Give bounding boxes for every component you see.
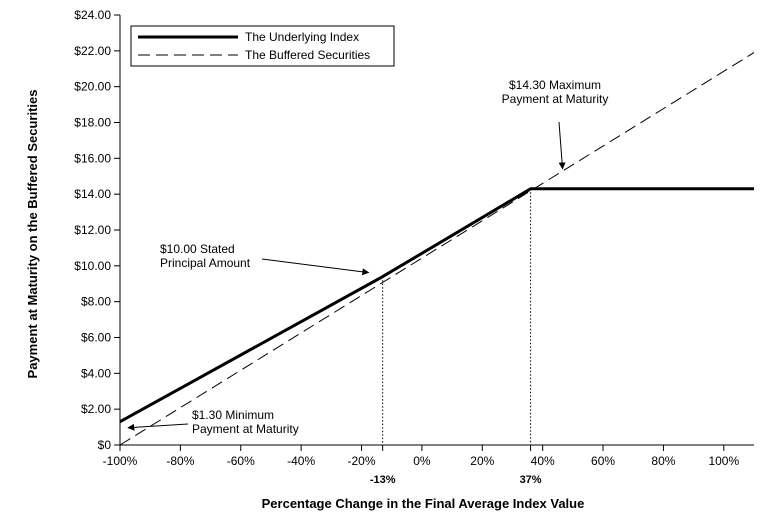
legend-box <box>130 25 395 67</box>
annotation-text: $10.00 Stated <box>160 242 235 256</box>
y-axis-title: Payment at Maturity on the Buffered Secu… <box>25 90 40 379</box>
y-tick-label: $10.00 <box>74 259 111 273</box>
x-tick-label: -100% <box>103 454 138 468</box>
annotation-arrow <box>261 258 370 276</box>
x-tick-label: -20% <box>348 454 376 468</box>
marker-tick-label: -13% <box>370 474 396 486</box>
annotation-arrow <box>127 423 189 431</box>
series-underlying-index <box>119 187 754 424</box>
x-tick-label: 80% <box>651 454 675 468</box>
y-tick-label: $12.00 <box>74 223 111 237</box>
y-tick-label: $6.00 <box>81 331 111 345</box>
marker-tick-label: 37% <box>520 474 542 486</box>
annotation-text: Principal Amount <box>160 256 251 270</box>
x-tick-label: 60% <box>591 454 615 468</box>
axes: $0 $2.00 $4.00 $6.00 $8.00 $10.00 $12.00 $14.00… <box>74 8 754 486</box>
y-tick-label: $2.00 <box>81 402 111 416</box>
y-tick-label: $22.00 <box>74 44 111 58</box>
y-tick-label: $24.00 <box>74 8 111 22</box>
annotation-text: Payment at Maturity <box>502 92 609 106</box>
annotation-text: $1.30 Minimum <box>192 408 274 422</box>
series-lines <box>119 52 755 446</box>
x-tick-label: -40% <box>287 454 315 468</box>
x-tick-label: -60% <box>227 454 255 468</box>
y-tick-label: $8.00 <box>81 295 111 309</box>
annotation-text: $14.30 Maximum <box>509 78 601 92</box>
y-tick-label: $20.00 <box>74 80 111 94</box>
x-tick-label: 100% <box>708 454 739 468</box>
y-tick-label: $0 <box>98 438 112 452</box>
y-tick-label: $16.00 <box>74 151 111 165</box>
x-axis-title: Percentage Change in the Final Average I… <box>262 496 585 511</box>
y-tick-label: $18.00 <box>74 116 111 130</box>
legend-label-underlying: The Underlying Index <box>245 30 359 44</box>
legend: The Underlying Index The Buffered Securi… <box>130 25 395 67</box>
x-tick-label: 20% <box>470 454 494 468</box>
legend-label-buffered: The Buffered Securities <box>245 48 370 62</box>
annotation-text: Payment at Maturity <box>192 422 299 436</box>
y-tick-label: $4.00 <box>81 366 111 380</box>
y-tick-label: $14.00 <box>74 187 111 201</box>
series-buffered-securities <box>119 52 755 446</box>
x-tick-label: 0% <box>413 454 431 468</box>
x-tick-label: -80% <box>166 454 194 468</box>
annotation-arrow <box>558 121 566 170</box>
x-tick-label: 40% <box>531 454 555 468</box>
